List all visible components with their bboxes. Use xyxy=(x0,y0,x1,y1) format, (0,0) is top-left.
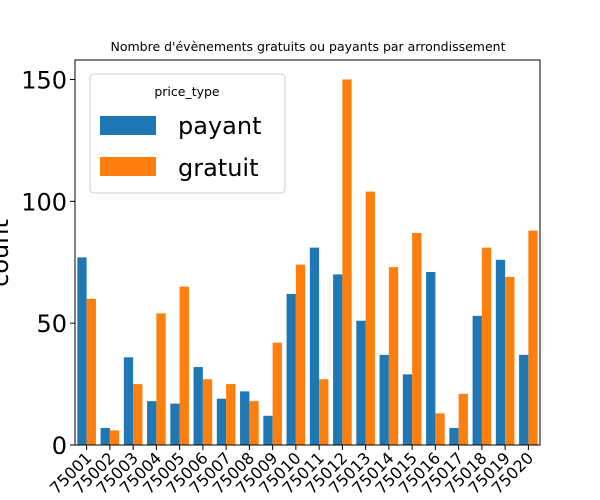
legend-label-gratuit: gratuit xyxy=(178,154,259,182)
bar-gratuit-75017 xyxy=(458,393,468,445)
y-tick-label: 0 xyxy=(52,432,67,460)
bar-gratuit-75004 xyxy=(156,313,166,445)
bar-gratuit-75010 xyxy=(295,264,306,445)
bar-gratuit-75009 xyxy=(272,342,282,445)
legend-swatch-payant xyxy=(100,116,156,135)
bar-gratuit-75015 xyxy=(412,233,422,445)
bar-gratuit-75011 xyxy=(319,379,329,445)
bar-gratuit-75016 xyxy=(435,413,445,445)
y-axis-label: count xyxy=(0,219,14,287)
bar-payant-75014 xyxy=(379,354,389,445)
bar-gratuit-75013 xyxy=(365,191,375,445)
bar-payant-75010 xyxy=(286,293,296,445)
bar-gratuit-75012 xyxy=(342,79,352,446)
bar-gratuit-75014 xyxy=(388,267,399,445)
y-tick-label: 100 xyxy=(21,188,67,216)
bar-gratuit-75002 xyxy=(109,430,120,445)
bar-payant-75009 xyxy=(263,415,273,445)
y-tick-label: 150 xyxy=(21,66,67,94)
bar-payant-75019 xyxy=(495,259,506,445)
bar-gratuit-75007 xyxy=(226,384,236,445)
legend: price_type payant gratuit xyxy=(89,73,286,194)
bar-payant-75007 xyxy=(216,398,227,445)
legend-title: price_type xyxy=(154,84,220,99)
bar-gratuit-75008 xyxy=(249,401,259,445)
plot-frame xyxy=(74,59,541,446)
bar-gratuit-75001 xyxy=(86,298,96,445)
bar-payant-75005 xyxy=(170,403,180,445)
bar-payant-75011 xyxy=(309,247,320,445)
bar-payant-75002 xyxy=(100,427,110,445)
bar-gratuit-75019 xyxy=(505,276,515,445)
bar-payant-75020 xyxy=(519,354,529,445)
bar-payant-75001 xyxy=(77,257,87,445)
bar-gratuit-75005 xyxy=(179,286,189,445)
legend-label-payant: payant xyxy=(178,112,261,140)
bar-payant-75012 xyxy=(333,274,343,445)
bar-gratuit-75018 xyxy=(481,247,492,445)
bar-payant-75003 xyxy=(123,357,134,445)
bar-payant-75018 xyxy=(472,315,482,445)
chart-title: Nombre d'évènements gratuits ou payants … xyxy=(110,39,505,54)
bar-payant-75006 xyxy=(193,367,203,445)
bar-payant-75004 xyxy=(147,401,157,445)
bar-payant-75013 xyxy=(356,320,366,445)
bar-payant-75015 xyxy=(402,374,413,445)
legend-swatch-gratuit xyxy=(100,157,156,176)
bar-payant-75016 xyxy=(426,271,436,445)
bar-gratuit-75003 xyxy=(133,384,143,445)
bar-gratuit-75006 xyxy=(202,379,213,445)
bar-gratuit-75020 xyxy=(528,230,538,445)
bar-payant-75008 xyxy=(240,391,250,445)
y-tick-label: 50 xyxy=(36,310,67,338)
bar-payant-75017 xyxy=(449,427,459,445)
